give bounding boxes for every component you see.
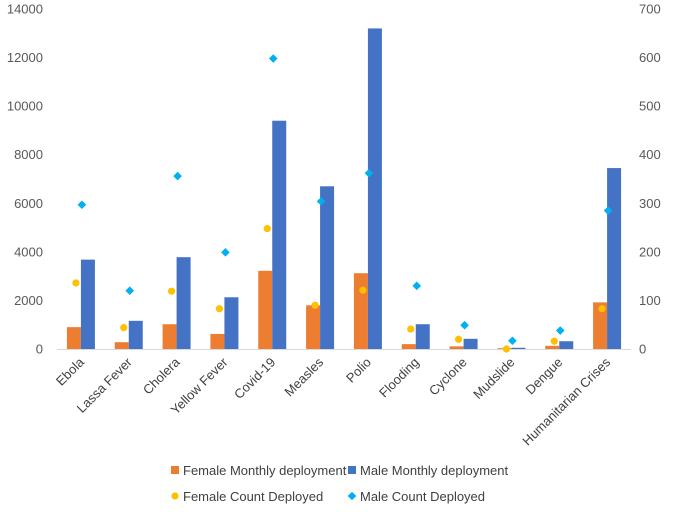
bar-female-monthly <box>66 327 81 349</box>
bar-male-monthly <box>224 297 239 349</box>
point-male-count <box>508 336 517 346</box>
bar-female-monthly <box>114 342 129 349</box>
y-right-tick-label: 400 <box>639 147 661 162</box>
point-female-count <box>407 325 415 333</box>
point-male-count <box>268 54 278 63</box>
legend-label: Female Count Deployed <box>183 489 323 504</box>
point-female-count <box>598 305 606 313</box>
bar-male-monthly <box>272 120 287 349</box>
legend-label: Male Monthly deployment <box>360 463 509 478</box>
point-female-count <box>359 286 367 294</box>
point-female-count <box>502 345 511 353</box>
category-label: Polio <box>343 355 374 386</box>
point-male-count <box>555 326 565 335</box>
bar-male-monthly <box>128 320 143 349</box>
point-female-count <box>120 324 128 332</box>
bar-male-monthly <box>320 186 335 349</box>
bar-female-monthly <box>258 270 273 349</box>
point-female-count <box>263 224 271 233</box>
bar-female-monthly <box>162 324 177 349</box>
point-male-count <box>460 320 469 330</box>
y-right-tick-label: 100 <box>639 293 661 308</box>
category-label: Flooding <box>376 355 422 401</box>
y-right-tick-label: 300 <box>639 196 661 211</box>
bar-male-monthly <box>176 257 191 349</box>
y-left-tick-label: 12000 <box>7 50 43 65</box>
category-label: Ebola <box>53 354 88 389</box>
y-left-tick-label: 14000 <box>7 2 43 17</box>
legend-swatch <box>171 466 179 474</box>
bar-male-monthly <box>607 168 622 349</box>
y-right-tick-label: 700 <box>639 2 661 17</box>
point-male-count <box>173 171 182 181</box>
legend-label: Female Monthly deployment <box>183 463 347 478</box>
bar-male-monthly <box>367 28 382 350</box>
y-left-tick-label: 0 <box>36 342 43 357</box>
category-label: Humanitarian Crises <box>519 354 613 448</box>
y-left-tick-label: 8000 <box>14 147 43 162</box>
y-right-tick-label: 500 <box>639 99 661 114</box>
point-male-count <box>603 206 613 215</box>
y-left-tick-label: 2000 <box>14 293 43 308</box>
bar-male-monthly <box>463 338 478 349</box>
point-female-count <box>454 335 463 343</box>
bar-male-monthly <box>511 347 526 349</box>
y-left-tick-label: 6000 <box>14 196 43 211</box>
category-label: Measles <box>281 354 326 399</box>
y-right-tick-label: 600 <box>639 50 661 65</box>
legend-label: Male Count Deployed <box>360 489 485 504</box>
category-label: Covid-19 <box>231 355 278 402</box>
legend-swatch <box>347 491 357 501</box>
y-right-tick-label: 200 <box>639 244 661 259</box>
bar-male-monthly <box>80 259 95 349</box>
point-female-count <box>550 337 558 345</box>
bar-female-monthly <box>353 273 368 349</box>
bar-male-monthly <box>415 324 430 349</box>
legend-swatch <box>171 492 179 500</box>
y-left-tick-label: 4000 <box>14 244 43 259</box>
point-male-count <box>412 281 422 291</box>
point-male-count <box>221 248 230 257</box>
point-female-count <box>72 279 80 287</box>
point-male-count <box>77 200 87 210</box>
point-male-count <box>364 168 374 178</box>
category-label: Cholera <box>140 354 183 397</box>
category-label: Dengue <box>523 355 566 398</box>
y-left-tick-label: 10000 <box>7 99 43 114</box>
point-female-count <box>167 287 176 295</box>
bar-male-monthly <box>559 341 574 349</box>
category-label: Mudslide <box>470 355 517 402</box>
legend-swatch <box>348 466 356 474</box>
bar-female-monthly <box>545 345 560 349</box>
point-female-count <box>311 301 319 309</box>
bar-female-monthly <box>593 302 608 349</box>
bar-female-monthly <box>306 305 321 349</box>
y-right-tick-label: 0 <box>639 342 646 357</box>
point-male-count <box>316 197 326 206</box>
point-female-count <box>215 305 224 313</box>
category-label: Cyclone <box>426 355 470 399</box>
bar-female-monthly <box>401 344 416 349</box>
point-male-count <box>125 286 135 296</box>
bar-female-monthly <box>449 346 464 349</box>
bar-female-monthly <box>210 333 225 349</box>
